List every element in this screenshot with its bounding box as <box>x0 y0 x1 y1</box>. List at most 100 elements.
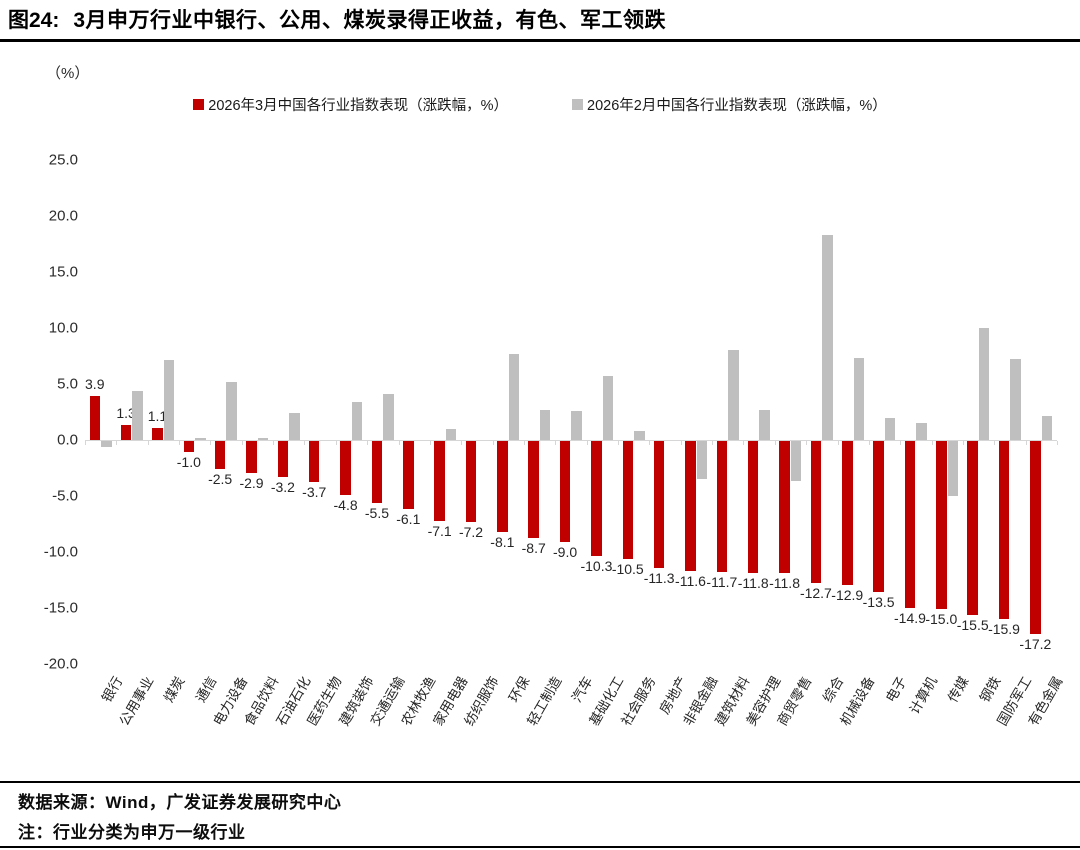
bar-2026-03 <box>622 441 634 559</box>
x-axis-tick <box>868 441 870 445</box>
bar-value-label: -17.2 <box>1019 635 1052 652</box>
legend-label-february: 2026年2月中国各行业指数表现（涨跌幅，%） <box>587 98 887 114</box>
bar-value-label: -14.9 <box>894 609 926 626</box>
bar-2026-02 <box>978 328 990 440</box>
bar-value-label: -9.0 <box>553 543 578 560</box>
bar-2026-02 <box>226 381 237 440</box>
bar-value-label: -3.7 <box>302 484 327 501</box>
figure-header: 图24: 3月申万行业中银行、公用、煤炭录得正收益，有色、军工领跌 <box>0 0 1080 42</box>
bar-value-label: -12.9 <box>831 587 864 604</box>
bar-2026-03 <box>998 441 1010 620</box>
bar-2026-03 <box>308 441 320 483</box>
x-axis-tick <box>837 441 839 445</box>
x-axis-tick <box>618 441 620 445</box>
x-axis-tick <box>273 441 275 445</box>
bar-value-label: 1.3 <box>116 405 136 422</box>
bar-2026-02 <box>571 410 582 440</box>
bar-2026-03 <box>371 441 383 503</box>
y-axis-tick-label: -10.0 <box>43 543 78 561</box>
x-axis-tick <box>210 441 212 445</box>
bar-value-label: -13.5 <box>862 594 895 611</box>
bar-2026-02 <box>634 431 645 440</box>
x-axis-tick <box>900 441 902 445</box>
bar-value-label: -2.9 <box>239 475 264 492</box>
bar-2026-03 <box>89 396 100 440</box>
x-axis-tick <box>492 441 494 445</box>
bar-2026-03 <box>340 441 351 495</box>
bar-value-label: -4.8 <box>333 496 358 513</box>
bar-2026-02 <box>759 409 770 440</box>
x-axis-tick <box>147 441 149 445</box>
x-axis-tick <box>743 441 745 445</box>
bar-2026-03 <box>685 441 696 571</box>
bar-value-label: -10.5 <box>611 560 644 577</box>
x-axis-tick <box>429 441 431 445</box>
bar-value-label: -8.1 <box>490 533 515 550</box>
bar-2026-03 <box>779 441 790 574</box>
data-source-text: 数据来源：Wind，广发证券发展研究中心 <box>18 793 342 812</box>
legend-item-march: 2026年3月中国各行业指数表现（涨跌幅，%） <box>193 94 508 115</box>
bar-2026-03 <box>465 441 477 522</box>
x-axis-tick <box>1025 441 1027 445</box>
bar-value-label: -11.6 <box>675 572 706 589</box>
x-axis-category-label: 电子 <box>882 674 910 705</box>
bar-2026-03 <box>277 441 289 477</box>
bar-2026-02 <box>539 409 551 440</box>
x-axis-tick <box>962 441 964 445</box>
bar-2026-03 <box>120 425 132 440</box>
x-axis-tick <box>398 441 400 445</box>
bar-2026-03 <box>528 441 539 539</box>
bar-2026-02 <box>947 441 959 496</box>
bar-value-label: 3.9 <box>85 376 105 393</box>
bar-2026-02 <box>602 376 614 440</box>
bar-2026-02 <box>822 235 833 440</box>
bar-2026-02 <box>445 428 457 440</box>
x-axis-tick <box>712 441 714 445</box>
bar-2026-02 <box>101 441 112 447</box>
bar-value-label: -11.7 <box>706 574 738 591</box>
x-axis-category-label: 计算机 <box>907 674 941 717</box>
x-axis-category-label: 综合 <box>819 674 847 705</box>
figure-number-label: 图24: <box>8 8 60 32</box>
x-axis-tick <box>523 441 525 445</box>
bar-value-label: -11.8 <box>769 575 800 592</box>
x-axis-tick <box>85 441 86 445</box>
bar-value-label: -15.9 <box>988 621 1020 638</box>
bar-2026-02 <box>132 390 143 440</box>
y-axis-tick-label: 15.0 <box>48 263 78 281</box>
bar-2026-03 <box>246 441 257 474</box>
x-axis-tick <box>994 441 996 445</box>
x-axis-tick <box>774 441 776 445</box>
bar-2026-02 <box>195 437 206 440</box>
bar-2026-03 <box>559 441 571 542</box>
bar-2026-03 <box>434 441 445 521</box>
bar-2026-03 <box>183 441 195 453</box>
x-axis-line <box>85 440 1057 441</box>
bar-2026-02 <box>916 423 927 440</box>
bar-2026-03 <box>842 441 853 586</box>
x-axis-tick <box>367 441 369 445</box>
y-axis-tick-label: -15.0 <box>43 599 78 617</box>
footer-top-rule <box>0 781 1080 783</box>
bar-value-label: -3.2 <box>270 478 295 495</box>
bar-2026-03 <box>873 441 884 593</box>
bar-2026-03 <box>214 441 226 469</box>
y-axis-tick-label: 10.0 <box>48 319 78 337</box>
y-axis-tick-label: 20.0 <box>48 207 78 225</box>
bar-2026-02 <box>351 401 363 440</box>
bar-2026-02 <box>383 394 394 440</box>
bar-value-label: -15.0 <box>925 611 958 627</box>
bar-2026-03 <box>810 441 822 584</box>
bar-2026-02 <box>163 360 175 440</box>
x-axis-tick <box>555 441 557 445</box>
bar-2026-02 <box>289 413 300 440</box>
bar-2026-03 <box>936 441 947 609</box>
bar-value-label: -12.7 <box>799 585 832 602</box>
legend-swatch-february <box>572 99 583 110</box>
x-axis-category-label: 煤炭 <box>161 674 188 705</box>
y-axis-tick-label: 5.0 <box>57 375 78 393</box>
y-axis-unit-label: （%） <box>46 65 90 82</box>
x-axis-tick <box>586 441 588 445</box>
